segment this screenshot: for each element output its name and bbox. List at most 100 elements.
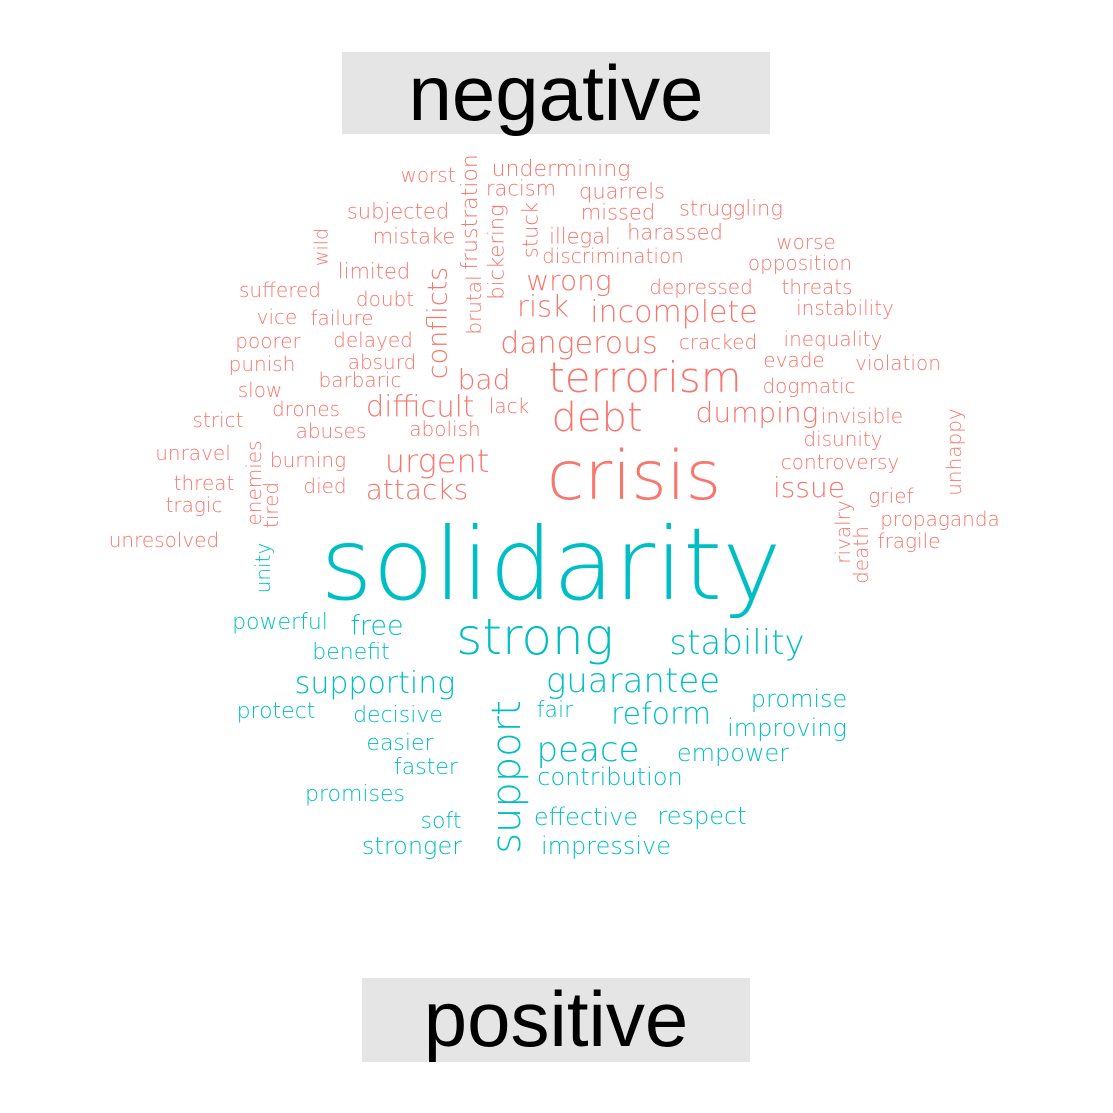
word-positive-respect: respect [657, 802, 747, 830]
word-negative-threat: threat [173, 471, 235, 495]
word-positive-reform: reform [610, 697, 712, 732]
word-positive-supporting: supporting [294, 666, 456, 701]
word-positive-protect: protect [236, 699, 316, 724]
word-negative-lack: lack [488, 394, 530, 418]
word-positive-strong: strong [456, 608, 614, 666]
word-negative-disunity: disunity [803, 427, 883, 451]
word-negative-drones: drones [271, 397, 341, 421]
word-negative-difficult: difficult [365, 389, 475, 424]
word-negative-discrimination: discrimination [542, 244, 684, 268]
word-negative-punish: punish [228, 352, 296, 376]
word-positive-faster: faster [394, 755, 458, 780]
word-negative-doubt: doubt [355, 287, 415, 311]
word-positive-soft: soft [420, 809, 462, 834]
word-negative-slow: slow [237, 378, 283, 402]
word-negative-mistake: mistake [372, 224, 456, 249]
word-negative-undermining: undermining [491, 157, 631, 182]
word-negative-vice: vice [256, 305, 298, 329]
word-positive-powerful: powerful [232, 610, 328, 635]
negative-group-label: negative [342, 52, 770, 134]
word-negative-quarrels: quarrels [578, 179, 666, 204]
word-positive-peace: peace [536, 730, 640, 770]
word-negative-illegal: illegal [549, 224, 611, 249]
word-negative-fragile: fragile [877, 529, 941, 553]
word-negative-burning: burning [269, 448, 347, 472]
word-negative-absurd: absurd [347, 350, 417, 374]
word-positive-decisive: decisive [353, 703, 443, 728]
word-negative-failure: failure [310, 306, 374, 330]
word-positive-stronger: stronger [361, 832, 463, 860]
word-negative-controversy: controversy [780, 450, 900, 474]
word-negative-bickering: bickering [484, 204, 509, 300]
word-negative-death: death [849, 526, 873, 584]
word-positive-easier: easier [366, 731, 434, 756]
word-negative-attacks: attacks [365, 473, 469, 506]
word-positive-empower: empower [676, 739, 790, 767]
word-negative-delayed: delayed [333, 328, 413, 352]
word-negative-issue: issue [773, 471, 845, 504]
word-negative-dangerous: dangerous [500, 326, 658, 361]
word-negative-evade: evade [763, 348, 825, 372]
word-positive-promise: promise [750, 685, 848, 713]
word-negative-unravel: unravel [155, 441, 231, 465]
word-negative-inequality: inequality [783, 327, 883, 351]
word-negative-tired: tired [259, 481, 283, 529]
word-negative-cracked: cracked [678, 330, 758, 354]
word-negative-conflicts: conflicts [422, 266, 454, 380]
word-negative-crisis: crisis [547, 437, 721, 516]
word-positive-support: support [484, 700, 530, 854]
word-negative-tragic: tragic [165, 493, 223, 517]
word-negative-wild: wild [310, 227, 333, 267]
word-positive-guarantee: guarantee [545, 661, 721, 701]
word-negative-abolish: abolish [409, 417, 481, 441]
word-negative-violation: violation [855, 351, 941, 375]
word-positive-benefit: benefit [312, 640, 390, 665]
word-negative-limited: limited [337, 259, 411, 284]
word-positive-free: free [350, 610, 404, 642]
word-negative-risk: risk [517, 289, 569, 324]
word-negative-urgent: urgent [384, 442, 490, 480]
word-negative-died: died [303, 474, 347, 498]
word-negative-dogmatic: dogmatic [762, 374, 856, 398]
word-negative-struggling: struggling [679, 196, 783, 221]
word-negative-strict: strict [192, 408, 244, 432]
word-positive-impressive: impressive [540, 832, 672, 860]
word-negative-frustration: frustration [458, 154, 483, 270]
word-negative-incomplete: incomplete [590, 295, 758, 330]
word-negative-suffered: suffered [239, 278, 321, 302]
word-negative-worse: worse [776, 230, 836, 254]
word-negative-unresolved: unresolved [108, 528, 220, 552]
word-negative-barbaric: barbaric [318, 368, 402, 392]
word-positive-promises: promises [305, 782, 405, 807]
word-negative-invisible: invisible [820, 404, 904, 428]
word-negative-instability: instability [796, 296, 894, 320]
word-positive-contribution: contribution [537, 763, 683, 791]
word-positive-fair: fair [536, 698, 574, 723]
word-negative-worst: worst [400, 163, 456, 187]
word-negative-missed: missed [580, 200, 656, 225]
word-negative-subjected: subjected [346, 199, 450, 224]
word-negative-bad: bad [457, 363, 511, 396]
word-negative-unhappy: unhappy [942, 408, 966, 496]
word-negative-opposition: opposition [747, 251, 853, 275]
word-negative-threats: threats [781, 275, 853, 299]
word-negative-brutal: brutal [462, 275, 486, 335]
word-positive-effective: effective [533, 803, 639, 831]
word-positive-improving: improving [727, 714, 847, 742]
word-negative-harassed: harassed [627, 220, 723, 245]
word-negative-poorer: poorer [235, 329, 301, 353]
word-negative-terrorism: terrorism [548, 353, 742, 402]
word-negative-racism: racism [485, 176, 557, 201]
word-negative-depressed: depressed [649, 275, 753, 299]
word-negative-debt: debt [551, 395, 643, 441]
word-negative-propaganda: propaganda [880, 507, 1000, 531]
word-positive-unity: unity [251, 542, 275, 594]
word-negative-grief: grief [868, 484, 914, 508]
word-negative-wrong: wrong [526, 264, 612, 297]
word-negative-abuses: abuses [295, 419, 367, 443]
word-positive-solidarity: solidarity [320, 506, 782, 623]
word-negative-dumping: dumping [695, 396, 819, 429]
word-negative-stuck: stuck [518, 201, 543, 259]
positive-group-label: positive [362, 978, 750, 1062]
